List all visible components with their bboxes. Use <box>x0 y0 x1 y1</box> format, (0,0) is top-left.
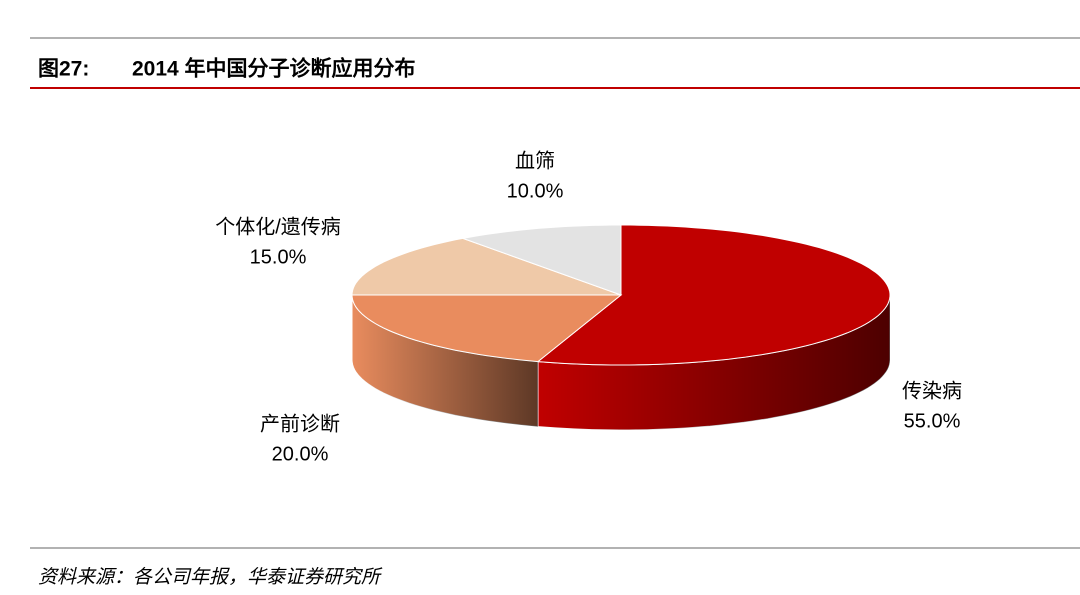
slice-label: 传染病 <box>902 379 962 402</box>
pie-slice <box>460 224 622 296</box>
pie-side-shade <box>537 295 890 430</box>
pie <box>351 224 891 431</box>
slice-value-label: 55.0% <box>904 410 961 432</box>
slice-label: 血筛 <box>515 149 555 172</box>
figure-label: 图27: <box>38 58 89 81</box>
slice-label: 产前诊断 <box>260 412 340 435</box>
source-note: 资料来源：各公司年报，华泰证券研究所 <box>38 566 383 588</box>
pie-slice <box>536 224 891 366</box>
pie-slice <box>351 237 622 296</box>
pie-side-shade <box>352 295 538 427</box>
slice-label: 个体化/遗传病 <box>215 215 341 238</box>
slice-value-label: 20.0% <box>272 443 329 465</box>
pie-slice <box>351 294 623 363</box>
chart-title: 2014 年中国分子诊断应用分布 <box>132 57 416 81</box>
slice-value-label: 15.0% <box>250 246 307 268</box>
slice-value-label: 10.0% <box>507 180 564 202</box>
